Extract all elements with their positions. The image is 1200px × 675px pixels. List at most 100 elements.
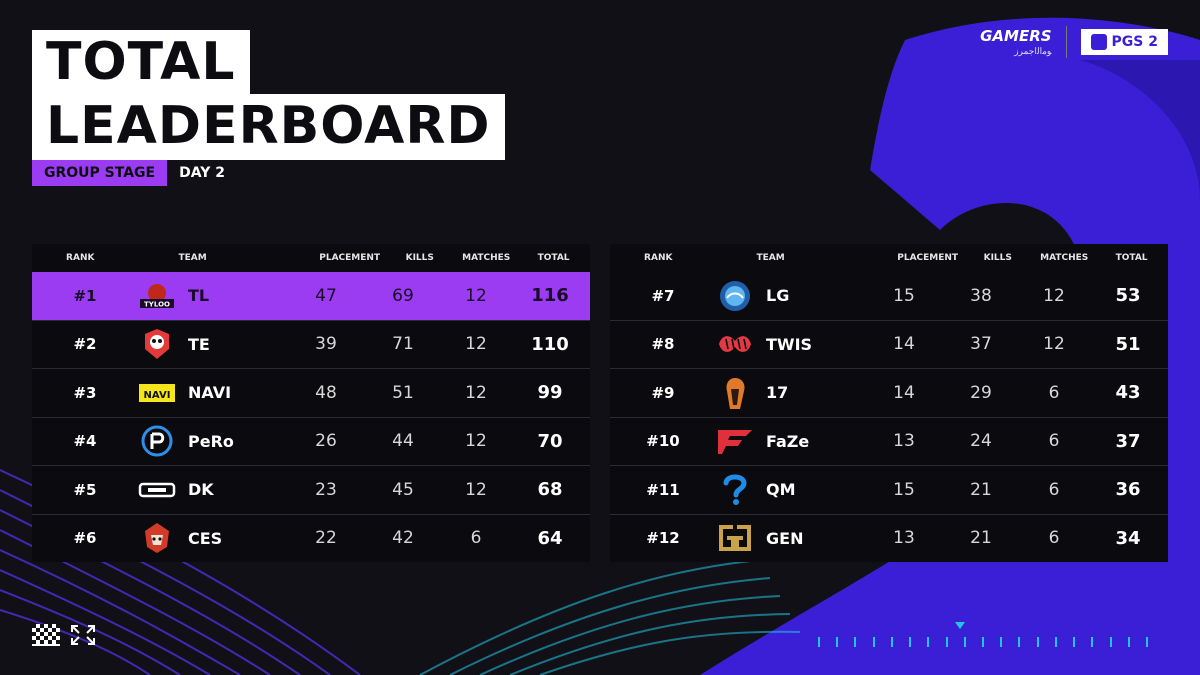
table-row: #12 GEN 13 21 6 34	[610, 513, 1168, 562]
header-placement: PLACEMENT	[319, 253, 381, 263]
matches-cell: 12	[465, 479, 487, 500]
kills-cell: 24	[970, 431, 992, 452]
tick	[890, 637, 893, 647]
team-name: TL	[188, 286, 210, 306]
team-cell: FaZe	[716, 422, 866, 460]
checker-flag-icon	[32, 624, 60, 651]
tick	[963, 637, 966, 647]
dk-logo-icon	[138, 471, 176, 509]
kills-cell: 45	[392, 479, 414, 500]
seventeen-logo-icon	[716, 374, 754, 412]
team-name: TE	[188, 334, 210, 354]
stage-badge: GROUP STAGE	[32, 160, 168, 186]
rank-cell: #9	[651, 383, 675, 402]
team-cell: CES	[138, 519, 288, 557]
team-name: TWIS	[766, 334, 813, 354]
total-cell: 51	[1115, 333, 1141, 355]
placement-cell: 14	[893, 334, 915, 355]
placement-cell: 22	[315, 528, 337, 549]
expand-arrows-icon	[70, 624, 96, 651]
tl-logo-text: TYLOO	[144, 300, 170, 308]
team-name: GEN	[766, 528, 804, 548]
header-kills: KILLS	[405, 253, 434, 263]
tick	[927, 637, 930, 647]
team-cell: DK	[138, 471, 288, 509]
kills-cell: 44	[392, 431, 414, 452]
placement-cell: 23	[315, 479, 337, 500]
table-header: RANK TEAM PLACEMENT KILLS MATCHES TOTAL	[32, 244, 590, 272]
header-total: TOTAL	[1115, 253, 1148, 263]
tick	[1073, 637, 1076, 647]
matches-cell: 12	[1043, 285, 1065, 306]
total-cell: 110	[531, 333, 569, 355]
navi-logo-icon: NAVI	[138, 374, 176, 412]
tick	[854, 637, 857, 647]
team-name: LG	[766, 286, 790, 306]
tick	[872, 637, 875, 647]
table-row: #5 DK 23 45 12 68	[32, 465, 590, 514]
total-cell: 99	[537, 382, 563, 404]
team-name: CES	[188, 528, 223, 548]
placement-cell: 14	[893, 382, 915, 403]
tick	[1000, 637, 1003, 647]
tick	[981, 637, 984, 647]
title-line-2: LEADERBOARD	[32, 94, 505, 160]
table-row: #7 LG 15 38 12 53	[610, 272, 1168, 320]
header-kills: KILLS	[983, 253, 1012, 263]
table-row: #11 QM 15 21 6 36	[610, 465, 1168, 514]
bottom-icons	[32, 624, 96, 651]
gamers-logo: GAMERS ﻮﻣﺍﻟﺍﺟﻤﺮﺯ	[980, 27, 1051, 57]
header-matches: MATCHES	[1040, 253, 1089, 263]
total-cell: 116	[531, 285, 569, 307]
header-rank: RANK	[66, 253, 95, 263]
title-block: TOTAL LEADERBOARD GROUP STAGE DAY 2	[32, 30, 505, 186]
matches-cell: 6	[1048, 431, 1060, 452]
rank-cell: #5	[73, 480, 97, 499]
kills-cell: 38	[970, 285, 992, 306]
pgs-icon	[1090, 34, 1107, 50]
rank-cell: #2	[73, 335, 97, 354]
tick	[1127, 637, 1130, 647]
faze-logo-icon	[716, 422, 754, 460]
team-cell: QM	[716, 471, 866, 509]
gen-logo-icon	[716, 519, 754, 557]
twis-logo-icon	[716, 325, 754, 363]
tick	[836, 637, 839, 647]
pgs-label: PGS 2	[1111, 34, 1158, 50]
team-cell: TWIS	[716, 325, 866, 363]
team-cell: TYLOO TL	[138, 277, 288, 315]
day-label: DAY 2	[179, 165, 225, 181]
header-team: TEAM	[178, 253, 207, 263]
qm-logo-icon	[716, 471, 754, 509]
header-placement: PLACEMENT	[897, 253, 959, 263]
kills-cell: 69	[392, 285, 414, 306]
total-cell: 34	[1115, 527, 1141, 549]
header-rank: RANK	[644, 253, 673, 263]
total-cell: 37	[1115, 430, 1141, 452]
rank-cell: #8	[651, 335, 675, 354]
tick	[818, 637, 820, 647]
kills-cell: 71	[392, 334, 414, 355]
team-name: NAVI	[188, 383, 232, 403]
team-name: FaZe	[766, 431, 810, 451]
matches-cell: 12	[465, 431, 487, 452]
team-cell: LG	[716, 277, 866, 315]
team-name: DK	[188, 480, 214, 500]
placement-cell: 15	[893, 479, 915, 500]
total-cell: 64	[537, 527, 563, 549]
total-cell: 68	[537, 479, 563, 501]
ces-logo-icon	[138, 519, 176, 557]
rank-cell: #12	[646, 529, 680, 548]
rank-cell: #10	[646, 432, 680, 451]
rank-cell: #11	[646, 480, 680, 499]
header-matches: MATCHES	[462, 253, 511, 263]
table-row: #1 TYLOO TL 47 69 12 116	[32, 272, 590, 320]
rank-cell: #6	[73, 529, 97, 548]
total-cell: 70	[537, 430, 563, 452]
placement-cell: 39	[315, 334, 337, 355]
lg-logo-icon	[716, 277, 754, 315]
pero-logo-icon	[138, 422, 176, 460]
matches-cell: 6	[1048, 479, 1060, 500]
title-line-1: TOTAL	[32, 30, 250, 94]
